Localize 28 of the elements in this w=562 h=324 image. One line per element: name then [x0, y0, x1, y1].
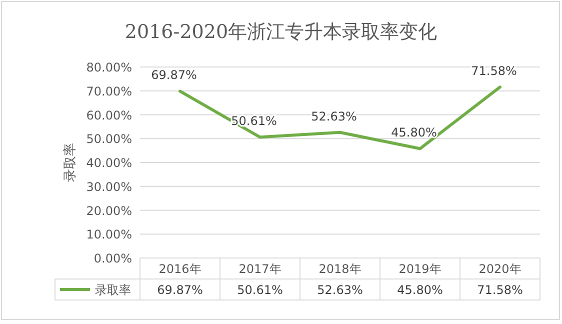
- y-tick-label: 40.00%: [86, 156, 132, 170]
- y-tick-label: 70.00%: [86, 84, 132, 98]
- y-tick-label: 30.00%: [86, 180, 132, 194]
- data-label: 45.80%: [397, 283, 443, 297]
- text: 71.58%: [471, 64, 517, 78]
- chart-title: 2016-2020年浙江专升本录取率变化: [124, 21, 438, 43]
- line-series: [178, 86, 502, 150]
- data-label: 50.61%: [237, 283, 283, 297]
- y-tick-label: 80.00%: [86, 60, 132, 74]
- x-tick-label: 2017年: [238, 262, 282, 276]
- y-tick-label: 50.00%: [86, 132, 132, 146]
- x-tick-label: 2019年: [398, 262, 442, 276]
- y-tick-label: 10.00%: [86, 228, 132, 242]
- x-tick-label: 2016年: [158, 262, 202, 276]
- data-label: 52.63%: [317, 283, 363, 297]
- y-tick-label: 20.00%: [86, 204, 132, 218]
- text: 52.63%: [311, 109, 357, 124]
- y-tick-label: 60.00%: [86, 108, 132, 122]
- y-tick-label: 0.00%: [94, 252, 132, 266]
- y-axis-title: 录取率: [62, 143, 78, 182]
- data-label: 71.58%: [477, 283, 523, 297]
- x-tick-label: 2020年: [478, 262, 522, 276]
- text: 50.61%: [231, 114, 277, 128]
- legend-label: 录取率: [95, 283, 131, 297]
- x-tick-label: 2018年: [318, 262, 362, 276]
- data-label: 69.87%: [157, 283, 203, 297]
- text: 45.80%: [391, 126, 437, 140]
- text: 69.87%: [151, 68, 197, 82]
